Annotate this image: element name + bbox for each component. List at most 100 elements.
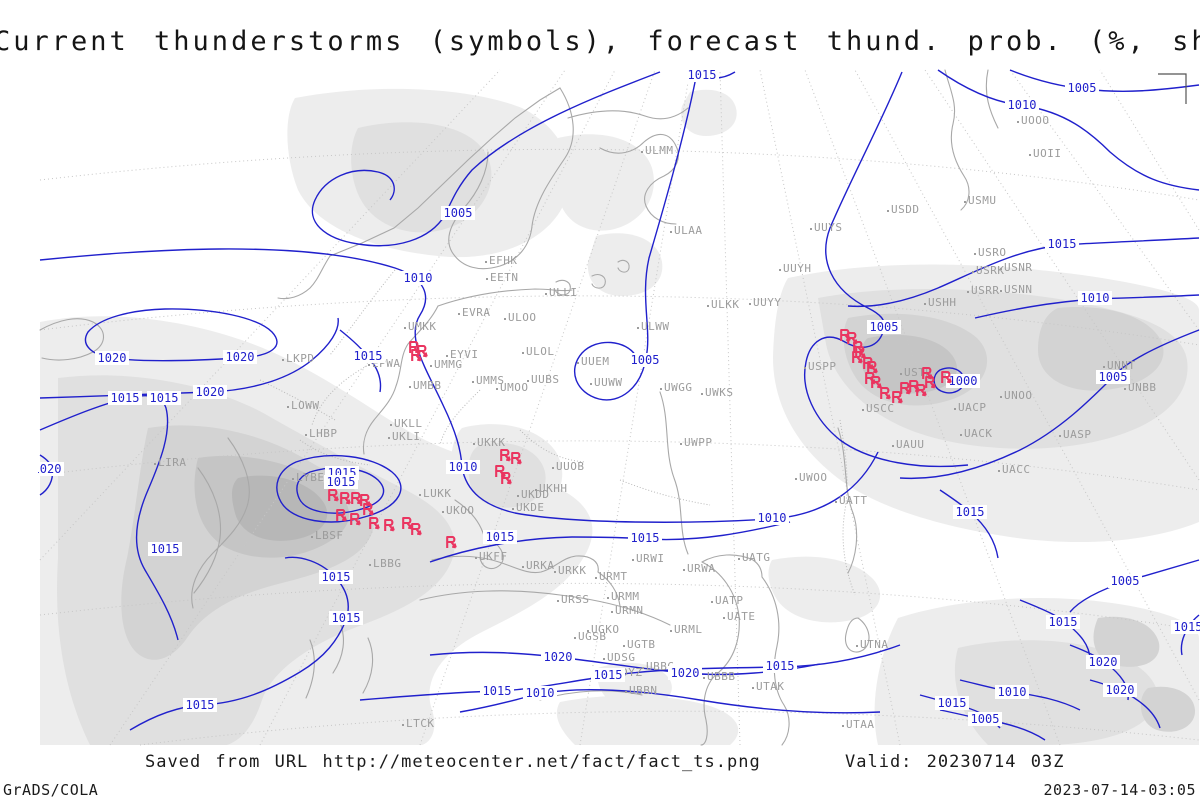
station-dot	[504, 318, 506, 320]
probability-shading	[351, 122, 492, 233]
graticule-line	[39, 440, 1200, 491]
isobar-label-box	[541, 650, 575, 664]
station-label: USMU	[968, 194, 997, 207]
isobar-label-box	[193, 385, 227, 399]
isobar-label: 1010	[526, 686, 555, 700]
station-dot	[1000, 290, 1002, 292]
station-dot	[723, 617, 725, 619]
isobar-label-box	[446, 460, 480, 474]
isobar-line	[899, 329, 1200, 480]
isobar-label-box	[108, 391, 142, 405]
isobar-label-box	[935, 696, 969, 710]
thunderstorm-symbol	[863, 356, 874, 370]
isobar-label: 1020	[226, 350, 255, 364]
isobar-line	[39, 248, 879, 523]
thunderstorm-symbol	[336, 508, 347, 522]
station-label: USRK	[976, 264, 1005, 277]
station-dot	[623, 645, 625, 647]
station-dot	[701, 393, 703, 395]
station-label: USDD	[891, 203, 920, 216]
station-label: UWGG	[664, 381, 693, 394]
isobar-label: 1015	[631, 531, 660, 545]
station-dot	[527, 380, 529, 382]
isobar-line	[573, 71, 698, 401]
station-label: UACC	[1002, 463, 1031, 476]
station-dot	[369, 564, 371, 566]
isobar-label-box	[1078, 291, 1112, 305]
station-label: UKKK	[477, 436, 506, 449]
isobar-label: 1020	[544, 650, 573, 664]
station-label: UBBG	[646, 660, 675, 673]
station-label: UMKK	[408, 320, 437, 333]
isobar-label-box	[968, 712, 1002, 726]
isobar-label-box	[319, 570, 353, 584]
isobar-label: 1005	[1099, 370, 1128, 384]
station-label: USRR	[971, 284, 1000, 297]
country-border	[259, 379, 336, 421]
station-label: EYVI	[450, 348, 479, 361]
station-dot	[683, 569, 685, 571]
isobar-label: 1015	[151, 542, 180, 556]
isobar-label: 1020	[1089, 655, 1118, 669]
country-border	[329, 269, 396, 356]
isobar-label: 1005	[1111, 574, 1140, 588]
isobar-line	[296, 467, 385, 514]
graticule-line	[759, 69, 901, 746]
coastline	[39, 318, 105, 361]
thunderstorm-symbol	[847, 331, 858, 345]
station-dot	[442, 511, 444, 513]
country-border	[619, 479, 711, 506]
thunderstorm-symbol	[384, 518, 395, 532]
station-dot	[517, 495, 519, 497]
station-label: UDSG	[607, 651, 636, 664]
isobar-label: 1015	[483, 684, 512, 698]
isobar-label-box	[1005, 98, 1039, 112]
isobar-label-box	[183, 698, 217, 712]
station-label: UNNT	[1107, 359, 1136, 372]
station-label: UATT	[839, 494, 868, 507]
isobar-label-box	[480, 684, 514, 698]
station-dot	[967, 291, 969, 293]
station-label: ULAA	[674, 224, 703, 237]
generator-text: GrADS/COLA	[3, 781, 99, 799]
station-dot	[607, 597, 609, 599]
station-dot	[496, 388, 498, 390]
coastline	[700, 554, 790, 746]
thunderstorm-symbol	[501, 471, 512, 485]
station-dot	[900, 373, 902, 375]
station-dot	[974, 253, 976, 255]
isobar-line	[1009, 69, 1200, 92]
station-dot	[577, 362, 579, 364]
station-label: UGSB	[578, 630, 607, 643]
station-dot	[779, 269, 781, 271]
country-border	[299, 439, 371, 466]
isobar-label-box	[668, 666, 702, 680]
isobar-line	[937, 69, 1200, 191]
station-label: LOWW	[291, 399, 320, 412]
station-dot	[632, 559, 634, 561]
isobar-label: 1015	[322, 570, 351, 584]
station-label: ULWW	[641, 320, 670, 333]
station-dot	[590, 383, 592, 385]
isobar-label-box	[946, 374, 980, 388]
station-label: URML	[674, 623, 703, 636]
station-label: USRO	[978, 246, 1007, 259]
station-label: UMBB	[413, 379, 442, 392]
isobar-label-box	[324, 475, 358, 489]
station-label: UACP	[958, 401, 987, 414]
isobar-label-box	[995, 685, 1029, 699]
station-label: UATP	[715, 594, 744, 607]
source-url-text: Saved from URL http://meteocenter.net/fa…	[145, 752, 761, 772]
isobar-label-box	[38, 462, 64, 476]
station-dot	[738, 558, 740, 560]
station-dot	[660, 388, 662, 390]
station-dot	[472, 381, 474, 383]
station-dot	[603, 658, 605, 660]
thunderstorm-symbol	[852, 350, 863, 364]
coastline	[454, 391, 858, 574]
station-label: UKDD	[521, 488, 550, 501]
country-border	[439, 389, 481, 446]
thunderstorm-symbol	[363, 502, 374, 516]
